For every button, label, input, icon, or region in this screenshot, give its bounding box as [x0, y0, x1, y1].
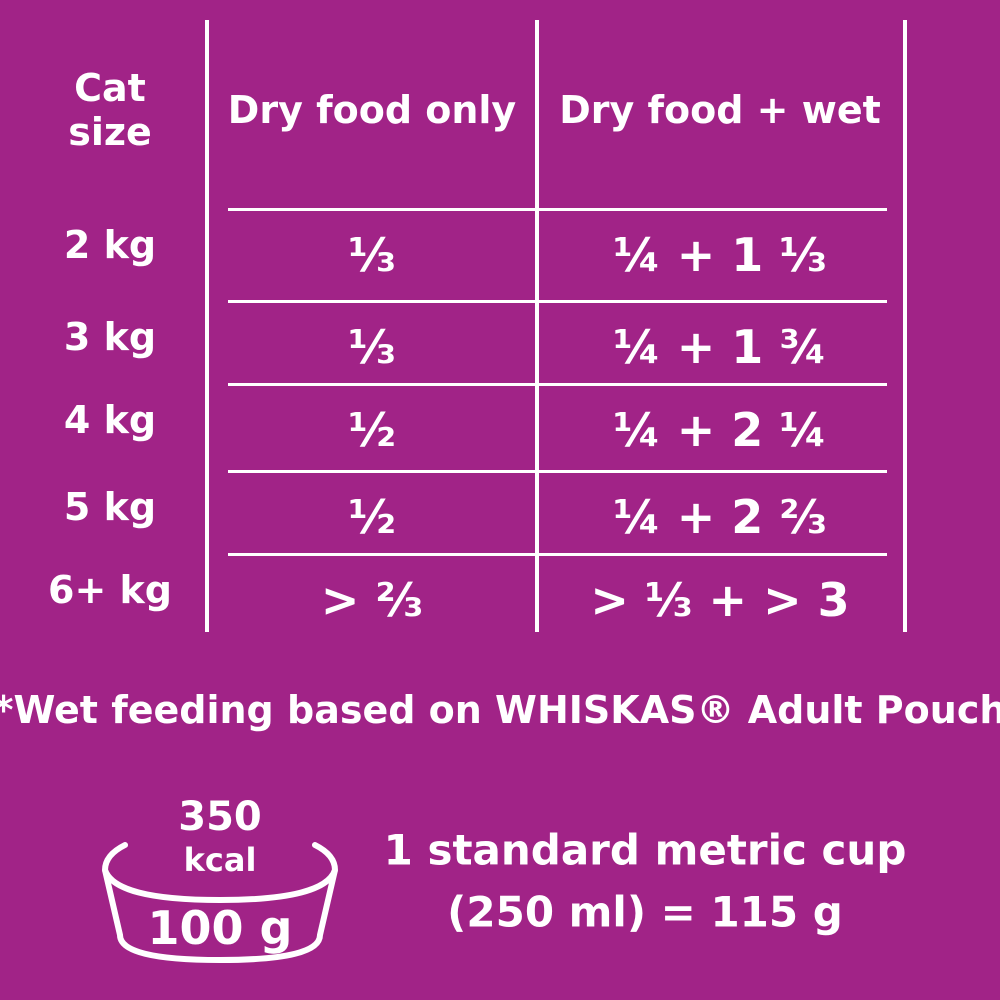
footnote: *Wet feeding based on WHISKAS® Adult Pou…	[0, 688, 1000, 732]
bowl-icon	[101, 842, 339, 964]
cell: ⅓	[348, 228, 396, 282]
row-divider	[228, 553, 887, 556]
bowl-weight: 100 g	[147, 901, 293, 955]
bowl-rim	[102, 868, 338, 904]
column-divider	[535, 20, 539, 632]
cell: ½	[348, 403, 396, 457]
cell: ¼ + 1 ⅓	[613, 228, 827, 282]
column-divider	[205, 20, 209, 632]
cell: ¼ + 1 ¾	[613, 320, 827, 374]
cell: > ⅓ + > 3	[590, 573, 850, 627]
cell: ⅓	[348, 320, 396, 374]
cup-text: (250 ml) = 115 g	[447, 887, 843, 937]
column-divider	[903, 20, 907, 632]
row-divider	[228, 470, 887, 473]
cup-text: 1 standard metric cup	[383, 825, 907, 875]
cell: ¼ + 2 ⅔	[613, 490, 827, 544]
cell: > ⅔	[320, 573, 424, 627]
cell: ½	[348, 490, 396, 544]
column-header: Dry food + wet	[559, 88, 881, 132]
row-divider	[228, 300, 887, 303]
row-label: 2 kg	[63, 223, 157, 267]
bowl-energy: 350	[178, 794, 262, 840]
bowl-outline	[101, 842, 339, 964]
cell: ¼ + 2 ¼	[613, 403, 827, 457]
row-label: 6+ kg	[48, 568, 172, 612]
row-label: 4 kg	[63, 398, 157, 442]
column-header: Cat size	[68, 66, 152, 154]
row-label: 5 kg	[63, 485, 157, 529]
row-label: 3 kg	[63, 315, 157, 359]
bowl-energy-unit: kcal	[183, 841, 257, 879]
column-header: Dry food only	[227, 88, 517, 132]
row-divider	[228, 383, 887, 386]
row-divider	[228, 208, 887, 211]
